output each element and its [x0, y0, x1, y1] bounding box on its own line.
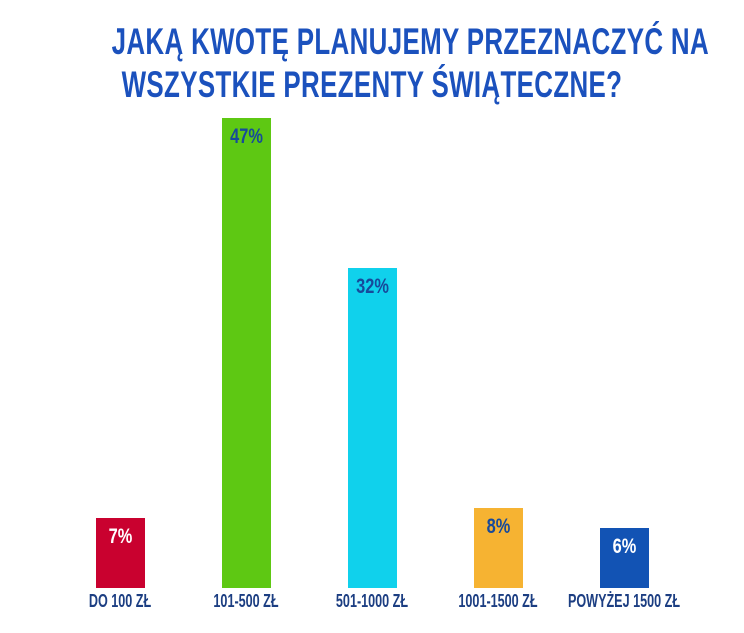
category-label-do-100-zl: DO 100 ZŁ	[88, 591, 152, 611]
category-label-1001-1500-zl: 1001-1500 ZŁ	[458, 591, 538, 611]
chart-title-line-1: JAKĄ KWOTĘ PLANUJEMY PRZEZNACZYĆ NA	[111, 21, 710, 62]
bar-value-label-powyzej-1500-zl: 6%	[612, 535, 636, 558]
bar-value-label-501-1000-zl: 32%	[355, 275, 389, 298]
bar-do-100-zl: 7%	[95, 518, 145, 588]
bar-value-label-101-500-zl: 47%	[229, 125, 263, 148]
chart-title: JAKĄ KWOTĘ PLANUJEMY PRZEZNACZYĆ NA WSZY…	[0, 20, 744, 106]
chart-title-line-2: WSZYSTKIE PREZENTY ŚWIĄTECZNE?	[121, 64, 623, 105]
category-label-501-1000-zl: 501-1000 ZŁ	[335, 591, 409, 611]
bar-101-500-zl: 47%	[221, 118, 271, 588]
bar-value-label-do-100-zl: 7%	[108, 525, 132, 548]
bar-501-1000-zl: 32%	[347, 268, 397, 588]
category-label-101-500-zl: 101-500 ZŁ	[213, 591, 279, 611]
bar-1001-1500-zl: 8%	[473, 508, 523, 588]
bar-value-label-1001-1500-zl: 8%	[486, 515, 510, 538]
category-label-powyzej-1500-zl: POWYŻEJ 1500 ZŁ	[567, 591, 681, 611]
bar-powyzej-1500-zl: 6%	[599, 528, 649, 588]
